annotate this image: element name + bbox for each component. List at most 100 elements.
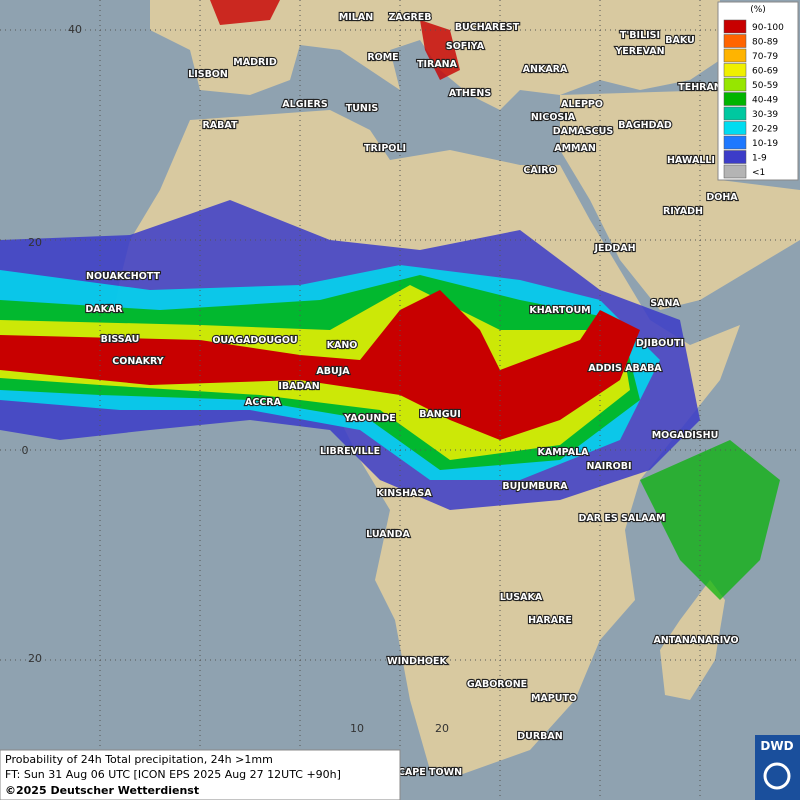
city-label: MILAN (339, 12, 373, 23)
precip-red (0, 290, 640, 440)
legend-label: 1-9 (752, 154, 767, 164)
city-label: BANGUI (419, 409, 461, 420)
city-label: DAKAR (85, 304, 123, 315)
city-label: RIYADH (663, 206, 703, 217)
legend-label: 20-29 (752, 125, 778, 135)
city-label: BISSAU (101, 334, 140, 345)
city-label: KANO (327, 340, 358, 351)
legend-label: 80-89 (752, 38, 778, 48)
city-label: ZAGREB (388, 12, 431, 23)
city-label: BAKU (665, 35, 695, 46)
city-label: BUCHAREST (455, 22, 520, 33)
grid-label: 20 (28, 652, 42, 665)
city-label: HAWALLI (667, 155, 715, 166)
grid-label: 40 (68, 23, 82, 36)
city-label: NAIROBI (586, 461, 631, 472)
city-label: JEDDAH (593, 243, 635, 254)
city-label: ADDIS ABABA (588, 363, 662, 374)
grid-label: 0 (22, 444, 29, 457)
city-label: T'BILISI (620, 30, 660, 41)
city-label: DURBAN (517, 731, 563, 742)
city-label: NOUAKCHOTT (86, 271, 160, 282)
city-label: TIRANA (417, 59, 458, 70)
legend-label: 50-59 (752, 81, 778, 91)
legend-swatch (723, 77, 747, 92)
city-label: BAGHDAD (618, 120, 672, 131)
city-label: ALGIERS (282, 99, 328, 110)
city-label: HARARE (528, 615, 572, 626)
city-label: BUJUMBURA (502, 481, 568, 492)
legend-label: 90-100 (752, 23, 784, 33)
city-label: ALEPPO (561, 99, 603, 110)
city-label: OUAGADOUGOU (212, 335, 297, 346)
city-label: TEHRAN (678, 82, 722, 93)
legend-swatch (723, 92, 747, 106)
legend-swatch (723, 164, 747, 179)
grid-label: 10 (350, 722, 364, 735)
city-label: ACCRA (245, 397, 282, 408)
logo: DWD (760, 739, 793, 753)
city-label: CAPE TOWN (398, 767, 462, 778)
city-label: TUNIS (346, 103, 379, 114)
legend-label: <1 (752, 168, 765, 178)
city-label: LUSAKA (500, 592, 543, 603)
city-label: ANTANANARIVO (653, 635, 738, 646)
legend-swatch (723, 63, 747, 77)
legend-title: (%) (750, 5, 766, 15)
city-label: AMMAN (554, 143, 596, 154)
city-label: ATHENS (449, 88, 491, 99)
legend-label: 10-19 (752, 139, 778, 149)
legend-label: 60-69 (752, 67, 778, 77)
city-label: KHARTOUM (529, 305, 590, 316)
footer-box (0, 749, 401, 800)
city-label: RABAT (202, 120, 238, 131)
legend-swatch (723, 19, 747, 34)
city-label: LUANDA (366, 529, 410, 540)
city-label: SOFIYA (446, 41, 485, 52)
legend-label: 70-79 (752, 52, 778, 62)
city-label: DJIBOUTI (636, 338, 684, 349)
legend-swatch (723, 135, 747, 150)
city-label: DAMASCUS (553, 126, 614, 137)
land-arabia (560, 90, 800, 310)
city-label: ABUJA (316, 366, 350, 377)
city-label: SANA (650, 298, 680, 309)
legend-label: 40-49 (752, 96, 778, 106)
legend-swatch (723, 106, 747, 121)
city-label: KAMPALA (537, 447, 589, 458)
city-label: CAIRO (523, 165, 556, 176)
city-label: ROME (367, 52, 398, 63)
city-label: TRIPOLI (364, 143, 406, 154)
city-label: MOGADISHU (652, 430, 719, 441)
footer-line: ©2025 Deutscher Wetterdienst (5, 784, 199, 797)
city-label: IBADAN (278, 381, 319, 392)
city-label: GABORONE (467, 679, 527, 690)
legend-swatch (723, 121, 747, 135)
city-label: KINSHASA (376, 488, 432, 499)
grid-label: 20 (435, 722, 449, 735)
city-label: MADRID (233, 57, 277, 68)
city-label: ANKARA (523, 64, 568, 75)
legend-swatch (723, 34, 747, 48)
city-label: WINDHOEK (387, 656, 447, 667)
city-label: YAOUNDE (343, 413, 395, 424)
city-label: MAPUTO (531, 693, 577, 704)
footer-line: Probability of 24h Total precipitation, … (5, 753, 273, 766)
precip-europe (210, 0, 460, 80)
land-madagascar (660, 580, 725, 700)
city-label: NICOSIA (531, 112, 576, 123)
precip-madagascar (640, 440, 780, 600)
legend-swatch (723, 48, 747, 63)
legend-swatch (723, 150, 747, 164)
city-label: LIBREVILLE (320, 446, 380, 457)
city-label: CONAKRY (112, 356, 164, 367)
city-label: YEREVAN (614, 46, 664, 57)
city-label: LISBON (188, 69, 228, 80)
grid-label: 20 (28, 236, 42, 249)
city-label: DAR ES SALAAM (579, 513, 666, 524)
logo-swirl (763, 762, 791, 790)
city-label: DOHA (706, 192, 738, 203)
footer-line: FT: Sun 31 Aug 06 UTC [ICON EPS 2025 Aug… (5, 768, 341, 781)
